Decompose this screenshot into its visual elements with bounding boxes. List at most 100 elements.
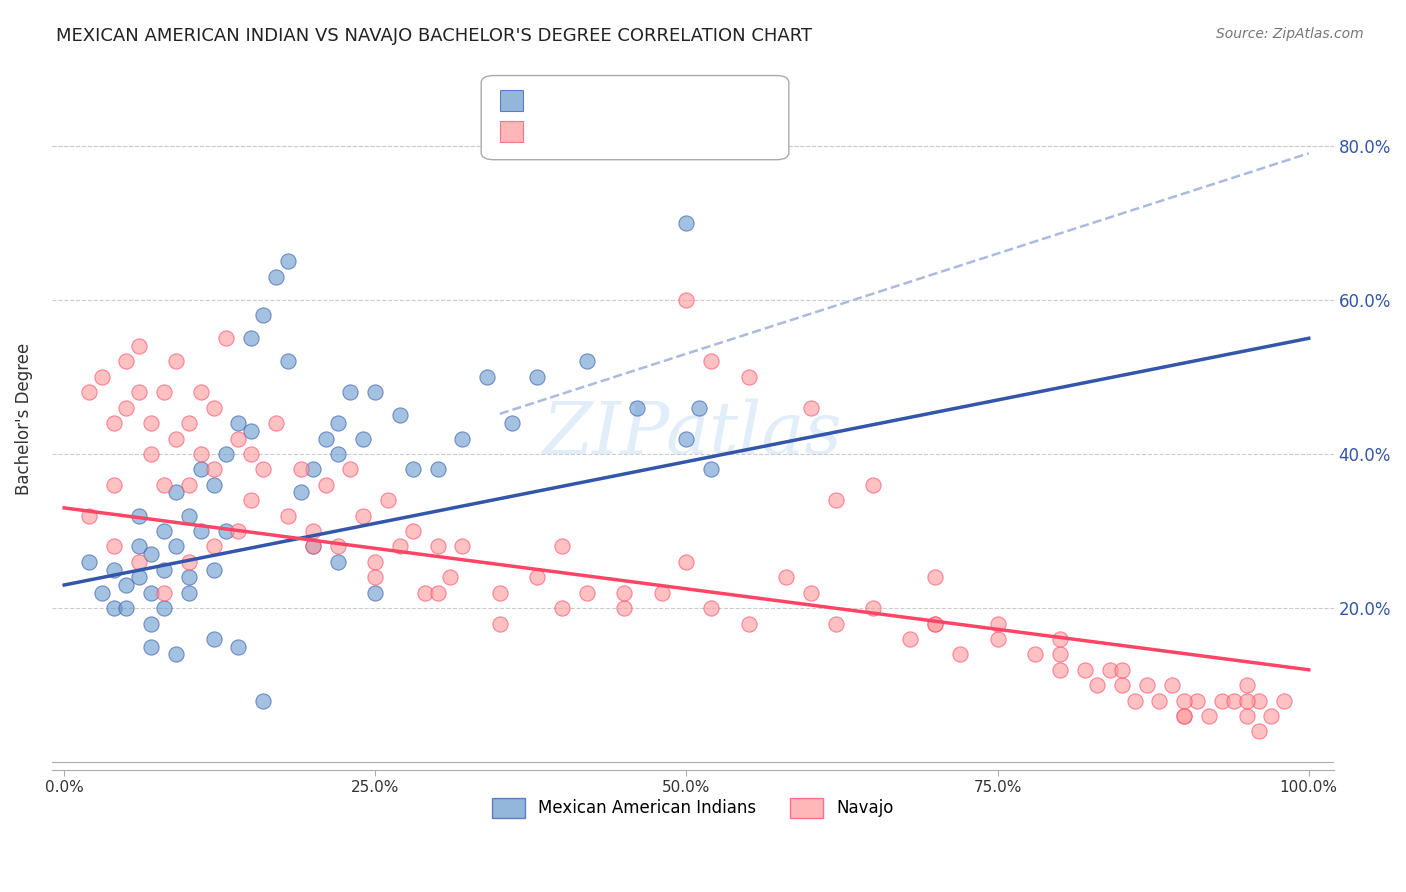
Point: [1247, 724, 1270, 739]
Point: [1173, 709, 1195, 723]
Point: [987, 616, 1010, 631]
Point: [202, 563, 225, 577]
Point: [252, 693, 274, 707]
Point: [152, 524, 174, 538]
Point: [128, 570, 150, 584]
Point: [290, 462, 312, 476]
Point: [626, 401, 648, 415]
Text: 0.340: 0.340: [567, 93, 614, 108]
Point: [165, 648, 187, 662]
Point: [339, 462, 361, 476]
Point: [141, 447, 163, 461]
Point: [228, 524, 250, 538]
Point: [152, 585, 174, 599]
FancyBboxPatch shape: [481, 76, 789, 160]
Point: [141, 585, 163, 599]
Point: [177, 555, 200, 569]
Point: [352, 508, 374, 523]
Point: [575, 354, 598, 368]
Point: [526, 369, 548, 384]
Point: [302, 524, 325, 538]
Point: [1160, 678, 1182, 692]
Point: [165, 354, 187, 368]
Point: [165, 540, 187, 554]
Point: [215, 447, 238, 461]
Point: [364, 570, 387, 584]
Point: [364, 555, 387, 569]
Point: [613, 601, 636, 615]
Point: [800, 401, 823, 415]
Point: [103, 416, 125, 430]
Point: [302, 540, 325, 554]
Point: [1185, 693, 1208, 707]
Point: [738, 616, 761, 631]
Point: [675, 216, 697, 230]
Text: R =: R =: [498, 124, 526, 139]
Point: [613, 585, 636, 599]
Point: [239, 493, 262, 508]
Point: [202, 462, 225, 476]
Point: [190, 524, 212, 538]
Point: [987, 632, 1010, 646]
Text: Source: ZipAtlas.com: Source: ZipAtlas.com: [1216, 27, 1364, 41]
Point: [1049, 648, 1071, 662]
Point: [228, 432, 250, 446]
Point: [190, 462, 212, 476]
Point: [165, 485, 187, 500]
Point: [389, 409, 412, 423]
Point: [277, 508, 299, 523]
Point: [501, 416, 523, 430]
Point: [326, 447, 349, 461]
Point: [1049, 663, 1071, 677]
Point: [190, 385, 212, 400]
Point: [177, 570, 200, 584]
Point: [215, 524, 238, 538]
Point: [326, 555, 349, 569]
Point: [290, 485, 312, 500]
Point: [77, 555, 100, 569]
Point: [1223, 693, 1246, 707]
Point: [302, 462, 325, 476]
Point: [339, 385, 361, 400]
Point: [103, 477, 125, 491]
Point: [1024, 648, 1046, 662]
Point: [477, 369, 499, 384]
Point: [675, 432, 697, 446]
Point: [1136, 678, 1159, 692]
Point: [239, 424, 262, 438]
Point: [152, 385, 174, 400]
Point: [1149, 693, 1171, 707]
Point: [1247, 693, 1270, 707]
Point: [1272, 693, 1295, 707]
Point: [152, 563, 174, 577]
Point: [1236, 709, 1258, 723]
Point: [302, 540, 325, 554]
Text: N=: N=: [624, 93, 648, 108]
Point: [1173, 693, 1195, 707]
Point: [1111, 678, 1133, 692]
Point: [190, 447, 212, 461]
Point: [326, 416, 349, 430]
Point: [141, 640, 163, 654]
Point: [228, 416, 250, 430]
Point: [1260, 709, 1282, 723]
Point: [775, 570, 797, 584]
Point: [488, 585, 510, 599]
Point: [700, 462, 723, 476]
Text: ZIPatlas: ZIPatlas: [543, 398, 842, 468]
Point: [165, 432, 187, 446]
Point: [675, 293, 697, 307]
Y-axis label: Bachelor's Degree: Bachelor's Degree: [15, 343, 32, 495]
Point: [77, 385, 100, 400]
Point: [141, 416, 163, 430]
Point: [128, 508, 150, 523]
Point: [239, 447, 262, 461]
Point: [128, 540, 150, 554]
Point: [103, 601, 125, 615]
Point: [413, 585, 436, 599]
Text: 107: 107: [703, 124, 734, 139]
Point: [377, 493, 399, 508]
Point: [924, 570, 946, 584]
Point: [426, 585, 449, 599]
Point: [152, 477, 174, 491]
